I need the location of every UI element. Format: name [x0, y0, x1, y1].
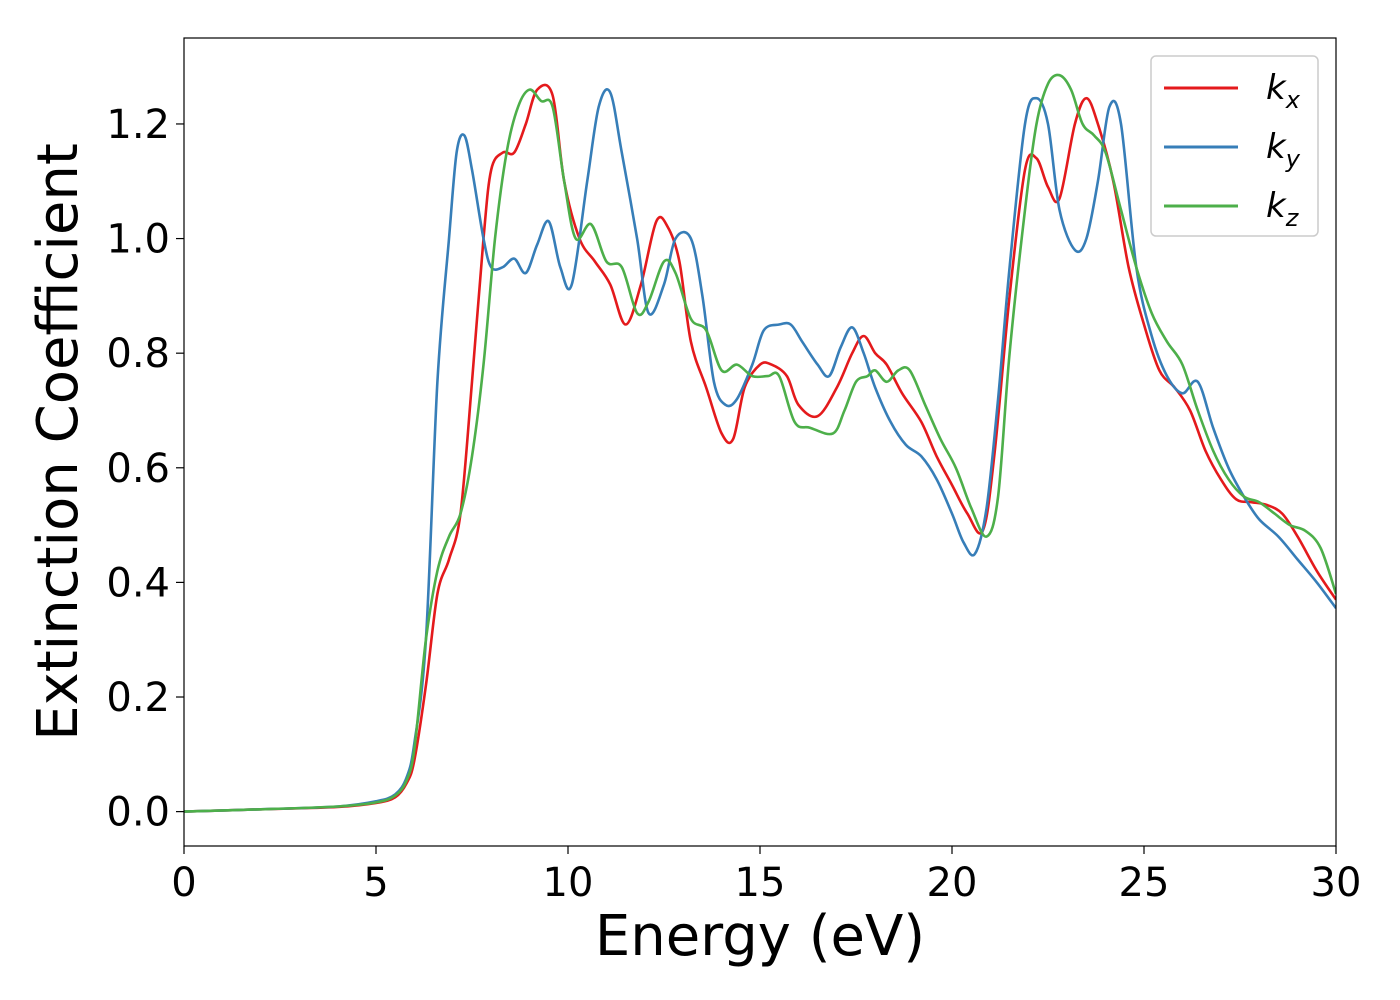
x-tick-label: 30 — [1311, 860, 1362, 906]
legend-label-subscript: z — [1285, 204, 1300, 232]
y-tick-label: 1.0 — [106, 217, 170, 263]
series-line-kx — [184, 83, 1336, 813]
series-line-ky — [184, 88, 1336, 813]
x-tick-label: 15 — [735, 860, 786, 906]
y-tick-label: 0.4 — [106, 560, 170, 606]
x-tick-label: 20 — [927, 860, 978, 906]
y-tick-label: 0.6 — [106, 446, 170, 492]
y-tick-label: 0.2 — [106, 675, 170, 721]
y-tick-label: 1.2 — [106, 102, 170, 148]
legend-label-kx: kx — [1266, 68, 1301, 114]
legend-label-main: k — [1266, 127, 1287, 167]
legend-label-kz: kz — [1266, 186, 1300, 232]
x-tick-label: 0 — [171, 860, 196, 906]
legend-label-subscript: x — [1285, 86, 1301, 114]
x-tick-label: 5 — [363, 860, 388, 906]
series-line-kz — [184, 73, 1336, 813]
y-axis: 0.0 0.2 0.4 0.6 0.8 1.0 1.2 — [106, 102, 184, 836]
y-axis-title: Extinction Coefficient — [26, 143, 91, 741]
legend-label-ky: ky — [1266, 127, 1301, 173]
legend-label-main: k — [1266, 186, 1287, 226]
series-layer — [184, 73, 1336, 813]
y-tick-label: 0.0 — [106, 790, 170, 836]
y-tick-label: 0.8 — [106, 331, 170, 377]
legend-label-main: k — [1266, 68, 1287, 108]
x-axis: 0 5 10 15 20 25 30 — [171, 846, 1361, 906]
x-tick-label: 25 — [1119, 860, 1170, 906]
x-tick-label: 10 — [543, 860, 594, 906]
legend-label-subscript: y — [1285, 145, 1301, 173]
x-axis-title: Energy (eV) — [595, 904, 925, 969]
